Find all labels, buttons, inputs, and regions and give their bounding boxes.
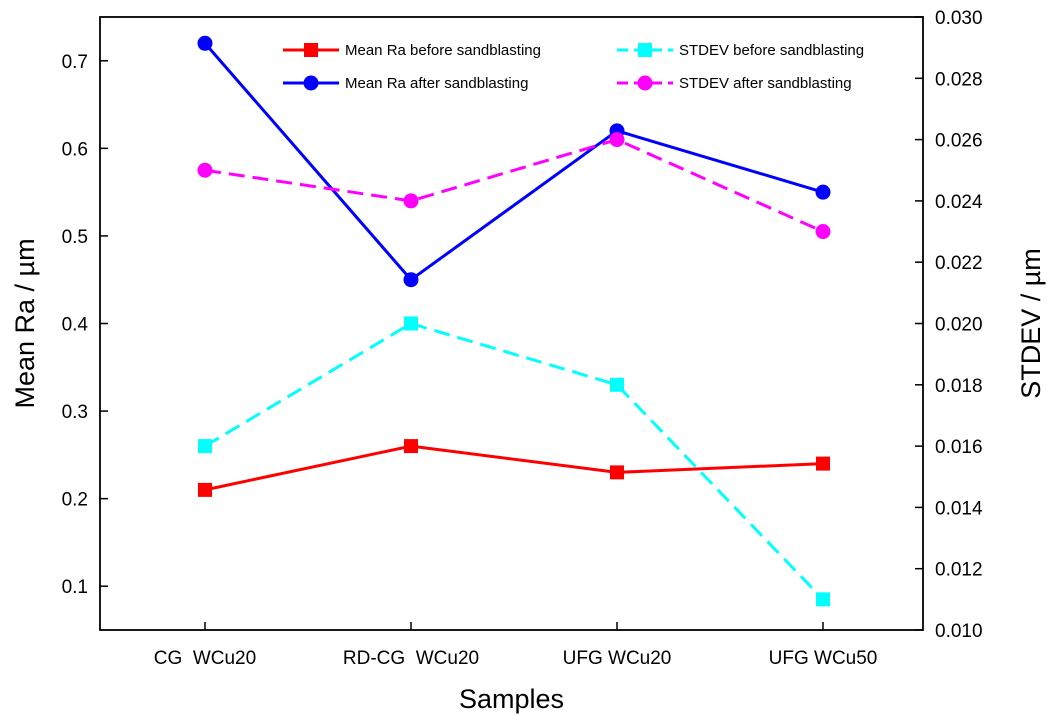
x-tick-label: CG WCu20 <box>154 648 256 669</box>
axes-layer: 0.1 0.2 0.3 0.4 0.5 0.6 0.7 0.010 0.012 0.014 0.01… <box>62 8 983 669</box>
series-0-point <box>198 482 212 497</box>
legend-swatch-marker <box>304 43 318 57</box>
x-axis-title: Samples <box>459 684 564 714</box>
legend-label: Mean Ra before sandblasting <box>345 42 541 59</box>
series-layer <box>197 35 831 607</box>
series-2-point <box>816 592 830 607</box>
series-3-point <box>403 193 419 209</box>
y-tick-label: 0.1 <box>62 577 88 598</box>
series-2-point <box>198 439 212 454</box>
y2-tick-label: 0.014 <box>935 498 983 519</box>
y2-tick-label: 0.026 <box>935 131 983 152</box>
series-1-line <box>203 42 824 282</box>
y2-tick-label: 0.028 <box>935 69 983 90</box>
series-2-line <box>204 322 825 601</box>
series-1-point <box>197 35 213 51</box>
series-1-point <box>403 272 419 288</box>
plot-frame <box>99 16 924 631</box>
series-1-point <box>815 184 831 200</box>
legend-swatch-marker <box>638 43 652 57</box>
series-0-point <box>816 456 830 471</box>
y-tick-label: 0.6 <box>62 139 88 160</box>
y-axis-title: Mean Ra / µm <box>10 238 40 408</box>
legend-label: STDEV after sandblasting <box>679 75 852 92</box>
y-tick-label: 0.3 <box>62 402 88 423</box>
y-tick-label: 0.5 <box>62 227 88 248</box>
y2-tick-label: 0.020 <box>935 315 983 336</box>
y2-tick-label: 0.012 <box>935 560 983 581</box>
series-0-line <box>204 444 824 492</box>
y-tick-label: 0.4 <box>62 315 89 336</box>
legend-swatch-marker <box>637 75 653 91</box>
series-3-point <box>197 162 213 178</box>
legend-swatch-marker <box>303 75 319 91</box>
y2-axis-title: STDEV / µm <box>1016 248 1046 399</box>
series-0-point <box>610 465 624 480</box>
y2-tick-label: 0.018 <box>935 376 983 397</box>
series-2-point <box>404 316 418 331</box>
y-tick-label: 0.7 <box>62 52 88 73</box>
x-tick-label: RD-CG WCu20 <box>343 648 479 669</box>
series-2-point <box>610 377 624 392</box>
y2-tick-label: 0.024 <box>935 192 983 213</box>
y2-tick-label: 0.022 <box>935 253 983 274</box>
y2-tick-label: 0.016 <box>935 437 983 458</box>
x-tick-label: UFG WCu20 <box>563 648 672 669</box>
y2-tick-label: 0.010 <box>935 621 983 642</box>
legend-label: STDEV before sandblasting <box>679 42 864 59</box>
y-tick-label: 0.2 <box>62 490 88 511</box>
series-3-line <box>204 138 824 233</box>
legend: Mean Ra before sandblasting Mean Ra after… <box>283 42 864 92</box>
series-3-point <box>609 132 625 148</box>
legend-label: Mean Ra after sandblasting <box>345 75 528 92</box>
series-3-point <box>815 224 831 240</box>
series-0-point <box>404 439 418 454</box>
x-tick-label: UFG WCu50 <box>769 648 878 669</box>
y2-tick-label: 0.030 <box>935 8 983 29</box>
